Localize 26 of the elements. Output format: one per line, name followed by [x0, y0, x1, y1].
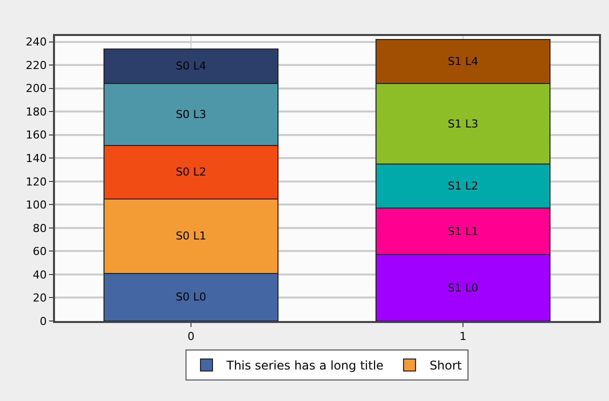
y-tick-label: 20 [32, 292, 47, 305]
y-tick-label: 220 [26, 58, 47, 72]
data-label: S0 L2 [176, 166, 206, 179]
data-label: S1 L0 [448, 281, 478, 294]
y-tick-label: 0 [40, 314, 47, 328]
legend-label: Short [430, 358, 462, 373]
x-tick-label: 1 [460, 330, 466, 344]
data-label: S0 L3 [176, 108, 206, 122]
y-tick-label: 200 [26, 82, 47, 96]
data-label: S1 L3 [448, 117, 478, 130]
data-label: S1 L4 [448, 55, 478, 68]
y-tick-label: 120 [26, 175, 47, 188]
y-tick-label: 180 [26, 105, 47, 118]
data-label: S1 L1 [448, 224, 478, 238]
y-tick-label: 240 [26, 36, 47, 49]
data-label: S0 L4 [176, 60, 206, 73]
y-tick-label: 80 [32, 222, 47, 235]
y-tick-label: 100 [26, 198, 47, 212]
data-label: S0 L1 [176, 230, 206, 243]
y-tick-label: 140 [26, 152, 47, 165]
data-label: S1 L2 [448, 180, 478, 193]
legend-label: This series has a long title [226, 358, 384, 373]
y-tick-label: 160 [26, 128, 47, 142]
y-tick-label: 60 [32, 245, 47, 258]
y-tick-label: 40 [32, 268, 47, 282]
data-label: S0 L0 [176, 290, 206, 304]
